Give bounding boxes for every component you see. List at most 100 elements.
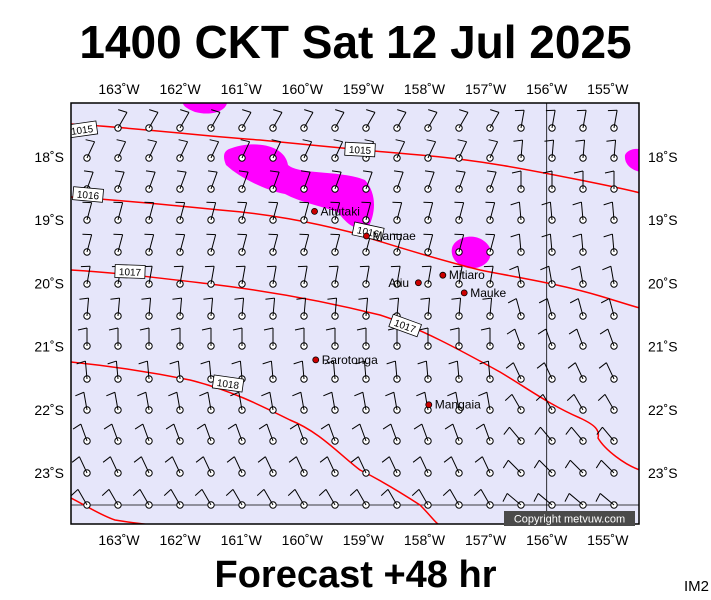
place-mangaia: Mangaia <box>425 398 481 412</box>
wind-barb <box>324 360 339 383</box>
wind-barb <box>319 456 339 477</box>
wind-barb <box>287 489 308 509</box>
wind-barb <box>204 265 215 288</box>
place-rarotonga: Rarotonga <box>312 353 378 367</box>
lat-tick-label-right: 21˚S <box>648 339 678 355</box>
wind-barb <box>293 360 308 383</box>
wind-barb <box>164 456 184 477</box>
wind-barb <box>83 139 96 162</box>
wind-barb <box>513 139 525 162</box>
svg-text:1017: 1017 <box>119 267 142 279</box>
wind-barb <box>479 360 494 383</box>
svg-text:Atiu: Atiu <box>388 276 409 290</box>
wind-barb <box>417 360 432 383</box>
wind-barb <box>103 423 122 445</box>
wind-barb <box>452 265 463 288</box>
svg-text:1015: 1015 <box>349 145 372 157</box>
wind-barb <box>172 297 184 320</box>
wind-barb <box>237 233 248 256</box>
lon-tick-label-bottom: 158˚W <box>404 532 446 548</box>
wind-barb <box>102 456 122 477</box>
place-mitiaro: Mitiaro <box>439 268 485 282</box>
wind-barb <box>506 328 525 350</box>
svg-text:Manuae: Manuae <box>372 229 416 243</box>
lon-tick-label-top: 157˚W <box>465 81 507 97</box>
wind-barb <box>566 394 587 414</box>
wind-barb <box>393 139 406 162</box>
wind-barb <box>238 109 252 132</box>
wind-barb <box>292 391 308 414</box>
wind-barb <box>142 265 153 288</box>
wind-barb <box>269 109 283 132</box>
wind-barb <box>71 489 91 509</box>
wind-barb <box>502 493 525 509</box>
wind-barb <box>449 327 463 350</box>
wind-barb-layer <box>71 109 618 509</box>
wind-barb <box>505 362 525 383</box>
wind-barb <box>72 423 91 445</box>
wind-barb <box>576 109 587 132</box>
wind-barb <box>320 423 339 445</box>
wind-barb <box>454 201 465 224</box>
wind-barb <box>381 456 401 477</box>
wind-barb <box>268 233 279 256</box>
wind-barb <box>318 489 339 509</box>
wind-barb <box>234 297 246 320</box>
wind-barb <box>114 109 128 132</box>
wind-barb <box>297 265 308 288</box>
wind-barb <box>385 391 401 414</box>
wind-barb <box>300 109 314 132</box>
lon-tick-label-top: 156˚W <box>526 81 568 97</box>
lon-tick-label-top: 160˚W <box>282 81 324 97</box>
wind-barb <box>380 489 401 509</box>
wind-barb <box>256 489 277 509</box>
wind-barb <box>226 456 246 477</box>
wind-barb <box>568 328 587 350</box>
lat-tick-label-left: 18˚S <box>34 149 64 165</box>
wind-barb <box>412 456 432 477</box>
svg-text:1015: 1015 <box>70 124 94 138</box>
wind-barb <box>113 201 124 224</box>
wind-barb <box>101 489 122 509</box>
wind-barb <box>607 109 618 132</box>
wind-barb <box>600 298 618 320</box>
wind-barb <box>106 391 122 414</box>
wind-barb <box>327 297 339 320</box>
wind-barb <box>144 233 155 256</box>
wind-barb <box>139 327 153 350</box>
wind-barb <box>113 233 124 256</box>
wind-barb <box>595 459 618 477</box>
wind-barb <box>331 109 345 132</box>
lat-tick-label-left: 20˚S <box>34 275 64 291</box>
wind-barb <box>107 360 122 383</box>
isobar-label: 1018 <box>211 374 245 393</box>
wind-barb <box>537 328 556 350</box>
isobar-label: 1015 <box>344 141 376 158</box>
wind-barb <box>421 265 432 288</box>
wind-barb <box>511 170 525 193</box>
wind-barb <box>424 109 438 132</box>
wind-barb <box>541 233 556 256</box>
wind-barb <box>599 328 618 350</box>
map-title: 1400 CKT Sat 12 Jul 2025 <box>79 16 632 68</box>
place-layer: Aitutaki Manuae Atiu Mitiaro Mauke Rarotonga M… <box>311 204 507 412</box>
wind-barb <box>475 423 494 445</box>
wind-barb <box>230 391 246 414</box>
wind-barb <box>71 456 91 477</box>
wind-barb <box>145 170 156 193</box>
wind-barb <box>132 489 153 509</box>
wind-barb <box>258 423 277 445</box>
wind-barb <box>603 201 618 224</box>
wind-barb <box>510 233 525 256</box>
lon-tick-label-bottom: 159˚W <box>343 532 385 548</box>
wind-barb <box>207 170 218 193</box>
wind-barb <box>418 327 432 350</box>
wind-barb <box>362 109 376 132</box>
wind-barb <box>603 233 618 256</box>
forecast-label: Forecast +48 hr <box>214 554 497 596</box>
wind-barb <box>390 265 401 288</box>
wind-barb <box>133 456 153 477</box>
lon-tick-label-bottom: 156˚W <box>526 532 568 548</box>
wind-barb <box>411 489 432 509</box>
wind-barb <box>571 265 587 288</box>
